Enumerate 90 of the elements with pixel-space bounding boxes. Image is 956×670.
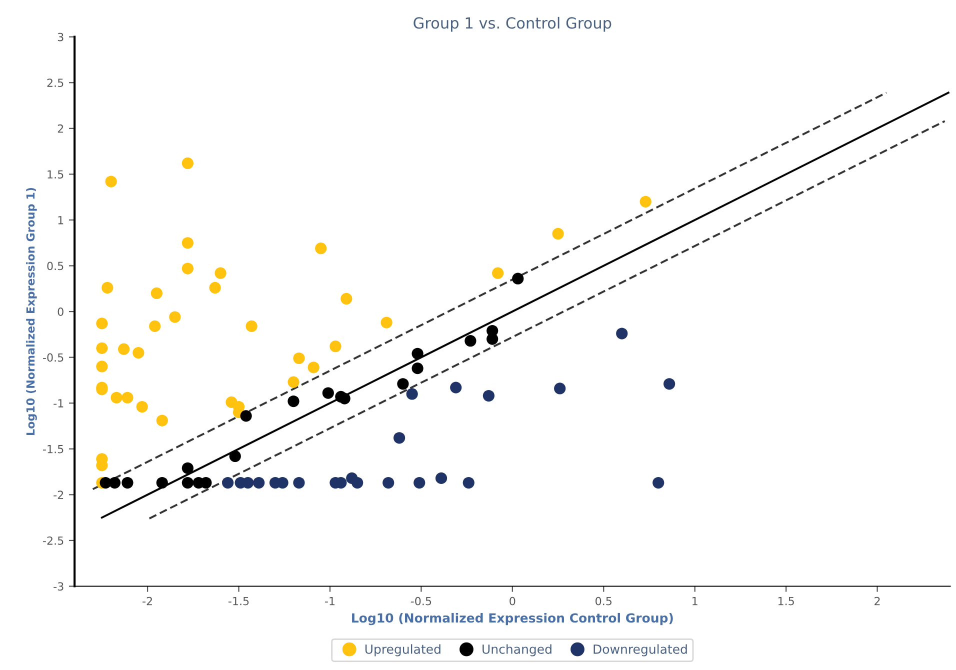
y-axis-title: Log10 (Normalized Expression Group 1)	[26, 188, 37, 436]
point	[435, 472, 448, 484]
x-axis-title: Log10 (Normalized Expression Control Group)	[352, 612, 673, 626]
point	[338, 392, 350, 404]
x-tick-label: 2	[874, 596, 880, 606]
point	[406, 388, 418, 400]
point	[412, 362, 424, 374]
point	[352, 476, 364, 489]
point	[640, 196, 652, 208]
point	[482, 390, 495, 402]
point	[108, 476, 121, 489]
point	[136, 400, 148, 413]
point	[156, 476, 168, 489]
point	[393, 432, 406, 444]
point	[150, 287, 162, 300]
x-tick-label: 1	[692, 597, 698, 606]
point	[308, 362, 320, 374]
x-tick-label: -2	[142, 596, 152, 606]
point	[182, 157, 194, 170]
legend-label: Unchanged	[482, 644, 552, 656]
legend-label: Upregulated	[365, 644, 440, 656]
x-tick-label: -0.5	[410, 596, 432, 606]
y-tick-label: 0	[58, 308, 64, 316]
point	[414, 476, 426, 489]
point	[253, 476, 265, 489]
y-tick-label: 2	[58, 124, 64, 133]
point	[462, 476, 474, 489]
y-tick-label: -0.5	[43, 353, 64, 362]
chart-title: Group 1 vs. Control Group	[414, 16, 612, 32]
y-tick-label: 0.5	[47, 262, 64, 270]
point	[149, 320, 161, 332]
point	[616, 328, 628, 340]
point	[222, 476, 234, 489]
point	[492, 267, 504, 279]
point	[240, 410, 252, 422]
point	[382, 476, 394, 489]
point	[464, 335, 476, 347]
point	[96, 318, 108, 330]
point	[182, 476, 194, 489]
point	[512, 272, 524, 284]
legend-label: Downregulated	[594, 644, 687, 656]
y-tick-label: 1.5	[48, 170, 64, 179]
point	[118, 343, 130, 355]
point	[315, 242, 327, 254]
point	[246, 320, 258, 332]
point	[554, 382, 566, 394]
point	[322, 387, 334, 399]
point	[182, 462, 194, 474]
point	[156, 414, 168, 426]
y-tick-label: -2	[54, 490, 64, 499]
point	[105, 176, 117, 188]
point	[288, 395, 300, 408]
point	[169, 311, 181, 323]
point	[380, 316, 392, 328]
point	[552, 228, 564, 240]
point	[664, 378, 676, 390]
x-tick-label: 0	[510, 596, 516, 606]
point	[288, 376, 300, 388]
point	[132, 346, 144, 359]
point	[110, 392, 122, 404]
point	[412, 348, 424, 360]
point	[96, 360, 108, 372]
y-tick-label: 1	[58, 216, 64, 224]
point	[397, 378, 409, 390]
point	[486, 333, 498, 345]
point	[450, 382, 462, 394]
point	[96, 342, 108, 354]
point	[229, 450, 241, 462]
point	[293, 476, 305, 489]
point	[652, 476, 664, 489]
x-tick-label: 0.5	[596, 596, 612, 606]
y-tick-label: 2.5	[47, 78, 64, 88]
y-tick-label: -3	[54, 582, 64, 591]
point	[182, 262, 194, 274]
point	[214, 267, 226, 279]
y-tick-label: -2.5	[43, 536, 64, 545]
x-tick-label: -1.5	[228, 597, 249, 606]
x-tick-label: 1.5	[778, 597, 794, 606]
y-tick-label: -1.5	[43, 445, 64, 454]
point	[293, 352, 305, 364]
x-tick-label: -1	[324, 597, 334, 606]
y-tick-label: -1	[54, 399, 64, 408]
point	[102, 282, 114, 294]
point	[340, 292, 352, 305]
point	[209, 282, 221, 294]
y-tick-label: 3	[58, 32, 64, 42]
point	[122, 476, 134, 489]
point	[122, 392, 134, 404]
point	[182, 237, 194, 249]
point	[330, 340, 342, 352]
